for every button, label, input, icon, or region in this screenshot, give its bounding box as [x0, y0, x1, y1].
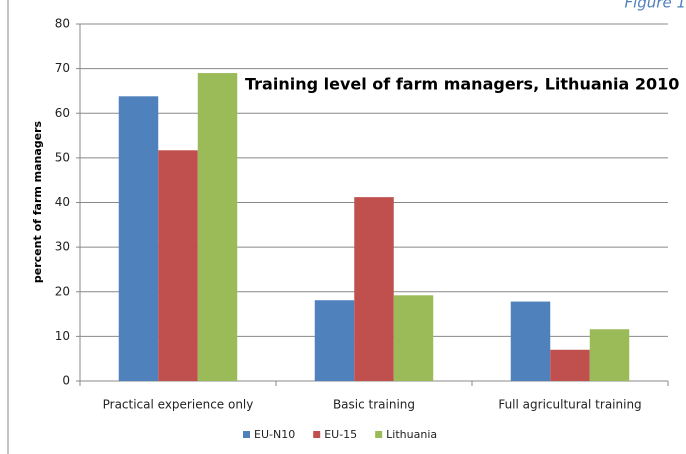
bar [118, 96, 159, 381]
x-tick-label: Practical experience only [103, 398, 254, 412]
y-tick-label: 0 [62, 374, 70, 388]
bar [393, 295, 434, 381]
bar [314, 300, 355, 381]
y-tick-label: 30 [55, 240, 70, 254]
y-tick-label: 70 [55, 61, 70, 75]
y-tick-label: 20 [55, 284, 70, 298]
x-tick-label: Full agricultural training [498, 398, 641, 412]
legend-label: EU-N10 [254, 428, 295, 441]
figure-label: Figure 1 [624, 0, 686, 12]
chart-title: Training level of farm managers, Lithuan… [245, 75, 679, 94]
y-tick-label: 40 [55, 195, 70, 209]
bar [354, 197, 394, 381]
y-tick-label: 60 [55, 106, 70, 120]
y-tick-label: 10 [55, 329, 70, 343]
legend-swatch [375, 431, 383, 438]
bar [589, 329, 630, 381]
bar [550, 349, 590, 381]
bar [510, 301, 551, 381]
y-tick-label: 50 [55, 150, 70, 164]
y-tick-label: 80 [55, 17, 70, 31]
x-tick-label: Basic training [333, 398, 415, 412]
bar [197, 73, 238, 382]
legend-swatch [243, 431, 250, 438]
legend-label: EU-15 [324, 428, 357, 441]
legend-label: Lithuania [386, 428, 437, 441]
legend-swatch [313, 431, 321, 438]
y-axis-label: percent of farm managers [31, 120, 44, 283]
bar [158, 150, 198, 381]
